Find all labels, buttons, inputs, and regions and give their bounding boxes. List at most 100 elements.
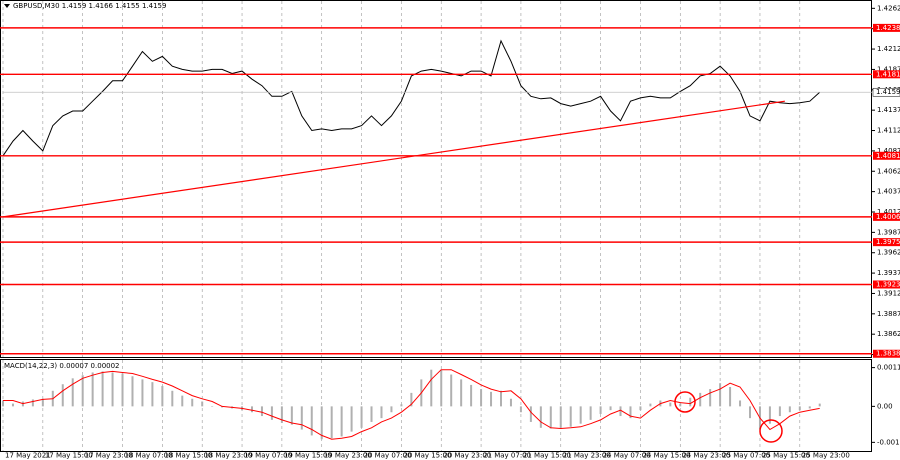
macd-bar	[689, 397, 692, 407]
macd-bar	[211, 406, 214, 407]
level-box	[873, 280, 900, 289]
macd-bar	[410, 392, 413, 407]
macd-bar	[251, 406, 253, 413]
macd-bar	[589, 406, 592, 420]
x-tick-label: 24 May 23:00	[682, 452, 730, 460]
x-tick-label: 17 May 15:00	[45, 452, 93, 460]
macd-bar	[569, 406, 572, 427]
y-tick-label: 1.4187	[877, 65, 900, 73]
level-label: 1.4238	[876, 24, 900, 32]
macd-bar	[300, 406, 303, 430]
macd-bar	[191, 398, 194, 407]
macd-bar	[131, 376, 134, 407]
macd-bar	[500, 390, 502, 407]
level-label: 1.4181	[876, 70, 900, 78]
level-label: 1.3923	[876, 280, 900, 288]
macd-bar	[11, 403, 14, 407]
y-tick-label: 1.3987	[877, 228, 900, 236]
macd-bar	[808, 406, 811, 409]
macd-bar	[679, 403, 682, 407]
level-box	[873, 151, 900, 160]
x-tick-label: 20 May 07:00	[364, 452, 412, 460]
highlight-circle	[759, 419, 783, 443]
price-title: GBPUSD,M30 1.4159 1.4166 1.4155 1.4159	[13, 2, 166, 10]
level-label: 1.4081	[876, 152, 900, 160]
macd-bar	[639, 406, 642, 411]
macd-bar	[91, 372, 94, 407]
x-tick-label: 18 May 07:00	[125, 452, 173, 460]
highlight-circle	[674, 391, 696, 413]
x-tick-label: 25 May 23:00	[802, 452, 850, 460]
level-box	[873, 23, 900, 32]
macd-bar	[330, 406, 333, 439]
macd-bar	[370, 406, 373, 422]
macd-bar	[709, 389, 712, 407]
macd-bar	[101, 371, 104, 407]
level-box	[873, 212, 900, 221]
y-tick-label: 1.4087	[877, 147, 900, 155]
trendline	[2, 100, 785, 218]
x-tick-label: 21 May 23:00	[563, 452, 611, 460]
macd-title: MACD(14,22,3) 0.00007 0.00002	[4, 362, 120, 370]
last-price-box	[872, 87, 900, 97]
price-line	[2, 39, 821, 157]
x-tick-label: 21 May 07:00	[483, 452, 531, 460]
macd-bar	[320, 406, 323, 440]
macd-bar	[549, 406, 552, 429]
macd-bar	[111, 372, 114, 407]
macd-bar	[350, 406, 353, 432]
macd-bar	[669, 402, 672, 407]
x-tick-label: 19 May 23:00	[324, 452, 372, 460]
y-tick-label: 1.3887	[877, 310, 900, 318]
y-tick-label: 1.3962	[877, 249, 900, 257]
macd-bar	[31, 399, 34, 407]
y-tick-label: -0.00104	[877, 438, 900, 446]
macd-bar	[41, 398, 44, 407]
macd-bar	[340, 406, 343, 437]
macd-bar	[161, 385, 164, 407]
x-tick-label: 24 May 15:00	[642, 452, 690, 460]
macd-bar	[450, 374, 453, 407]
x-tick-label: 20 May 15:00	[403, 452, 451, 460]
macd-bar	[768, 406, 771, 424]
price-panel	[0, 0, 872, 358]
y-tick-label: 1.4037	[877, 188, 900, 196]
y-tick-label: 0.00	[877, 402, 893, 410]
y-tick-label: 1.3862	[877, 330, 900, 338]
macd-bar	[181, 395, 184, 407]
menu-triangle	[4, 4, 10, 8]
macd-bar	[579, 406, 582, 424]
macd-bar	[260, 406, 263, 417]
macd-bar	[280, 406, 283, 423]
level-box	[873, 238, 900, 247]
macd-bar	[400, 404, 403, 407]
macd-bar	[61, 384, 64, 407]
y-tick-label: 1.4062	[877, 167, 900, 175]
macd-bar	[719, 383, 722, 407]
macd-bar	[818, 403, 821, 407]
y-tick-label: 1.4212	[877, 45, 900, 53]
macd-bar	[310, 406, 313, 436]
macd-bar	[559, 406, 562, 428]
level-label: 1.4006	[876, 213, 900, 221]
macd-bar	[739, 400, 742, 407]
macd-bar	[430, 369, 433, 407]
macd-bar	[2, 400, 4, 407]
y-tick-label: 1.4262	[877, 4, 900, 12]
macd-bar	[509, 398, 512, 407]
macd-bar	[121, 373, 124, 407]
macd-bar	[699, 392, 702, 407]
x-tick-label: 17 May 2021	[5, 452, 51, 460]
x-tick-label: 25 May 15:00	[762, 452, 810, 460]
macd-bar	[519, 406, 522, 413]
macd-bar	[380, 406, 383, 419]
y-tick-label: 1.3937	[877, 269, 900, 277]
macd-bar	[71, 378, 74, 407]
y-tick-label: 1.4137	[877, 106, 900, 114]
macd-bar	[539, 406, 542, 428]
x-tick-label: 25 May 07:00	[722, 452, 770, 460]
x-tick-label: 17 May 23:00	[85, 452, 133, 460]
x-tick-label: 19 May 15:00	[284, 452, 332, 460]
macd-bar	[151, 382, 154, 407]
